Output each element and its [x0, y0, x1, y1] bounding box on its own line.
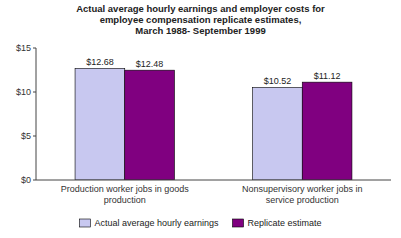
y-tick-label: $0 — [21, 175, 31, 185]
legend-swatch — [79, 219, 90, 227]
legend: Actual average hourly earnings Replicate … — [79, 218, 321, 228]
data-label: $12.48 — [136, 59, 164, 69]
y-tick — [33, 48, 36, 49]
y-axis-line — [36, 48, 37, 180]
title-line: employee compensation replicate estimate… — [100, 14, 302, 25]
y-tick-label: $5 — [21, 131, 31, 141]
y-tick-label: $15 — [16, 43, 31, 53]
y-tick — [33, 92, 36, 93]
x-tick-label: Production worker jobs in goodsproductio… — [61, 184, 190, 205]
data-label: $10.52 — [264, 76, 292, 86]
bar — [253, 87, 303, 180]
title-line: March 1988- September 1999 — [135, 25, 265, 36]
x-tick-label-line: Production worker jobs in goods — [61, 184, 190, 194]
bar — [75, 68, 125, 180]
legend-swatch — [233, 219, 244, 227]
x-tick-label-line: production — [104, 195, 146, 205]
x-axis-line — [36, 180, 391, 181]
bar — [302, 82, 352, 180]
data-labels: $12.68 $10.52 $12.48 $11.12 — [86, 57, 340, 86]
data-label: $11.12 — [314, 71, 341, 81]
y-tick — [33, 180, 36, 181]
chart-title: Actual average hourly earnings and emplo… — [76, 3, 325, 36]
x-tick-label-line: Nonsupervisory worker jobs in — [242, 184, 363, 194]
legend-label: Replicate estimate — [248, 218, 322, 228]
bar — [125, 70, 175, 180]
legend-label: Actual average hourly earnings — [94, 218, 219, 228]
data-label: $12.68 — [86, 57, 114, 67]
y-tick-label: $10 — [16, 87, 31, 97]
title-line: Actual average hourly earnings and emplo… — [76, 3, 325, 14]
y-tick — [33, 136, 36, 137]
bars — [75, 68, 352, 180]
chart-svg: Actual average hourly earnings and emplo… — [0, 0, 401, 238]
x-tick-label: Nonsupervisory worker jobs inservice pro… — [242, 184, 363, 205]
x-tick-label-line: service production — [266, 195, 339, 205]
chart-container: Actual average hourly earnings and emplo… — [0, 0, 401, 238]
